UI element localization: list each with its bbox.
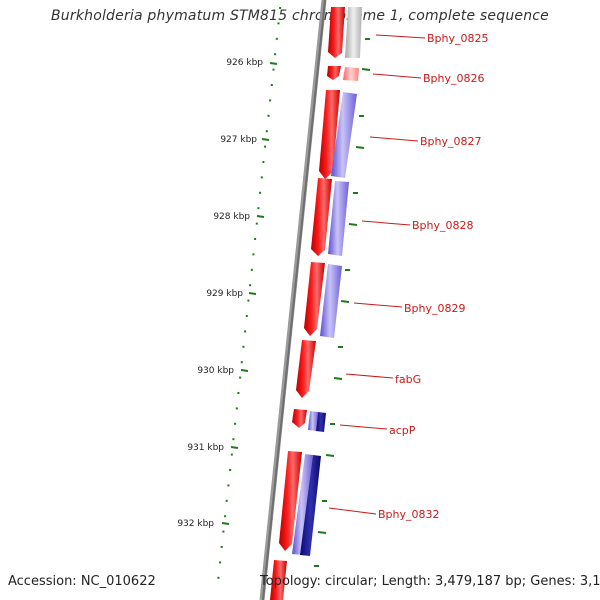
label-leader-lines [328,34,426,515]
gene-fabg[interactable] [296,340,316,398]
ruler-label-931: 931 kbp [187,443,224,453]
ruler-tick-932 [221,522,230,525]
ruler-label-932: 932 kbp [177,519,214,529]
ruler-dot [224,515,227,518]
ruler-dot [237,392,240,394]
ruler-dot [270,84,273,86]
gene-bphy-0832[interactable] [279,451,321,556]
ruler-dot [225,499,228,502]
ruler-dot [242,345,245,348]
ruler-label-929: 929 kbp [206,289,243,299]
ruler-dot [219,561,222,564]
ruler-dot [262,161,265,163]
accession-text: Accession: NC_010622 [8,574,156,589]
ruler-dot [240,361,243,364]
gene-bphy-0826[interactable] [327,66,359,81]
ruler-dot [274,53,277,56]
gene-label-fabg[interactable]: fabG [395,373,421,386]
outer-scale-ticks [314,38,371,567]
ruler-dot [275,37,278,40]
ruler-dot [220,546,223,548]
gene-track [270,7,362,600]
ruler-dot [217,576,220,579]
ruler-dot [244,330,247,333]
gene-bphy-0829[interactable] [304,262,342,338]
ruler-dot [265,130,268,133]
sequence-summary-text: Topology: circular; Length: 3,479,187 bp… [260,574,600,589]
ruler-dot [227,484,230,487]
ruler-dot [264,145,267,148]
ruler-tick-928 [256,215,265,218]
ruler-dot [267,114,270,117]
chromosome-backbone [259,0,327,600]
ruler-tick-930 [240,369,249,372]
ruler: 926 kbp 927 kbp 928 kbp 929 kbp 930 kbp … [177,58,278,529]
ruler-dotted-line [217,7,282,579]
gene-acpp[interactable] [292,409,326,432]
ruler-dot [222,530,225,533]
gene-label-bphy-0828[interactable]: Bphy_0828 [412,219,474,232]
gene-label-bphy-0827[interactable]: Bphy_0827 [420,135,482,148]
ruler-label-927: 927 kbp [220,135,257,145]
ruler-dot [252,253,255,256]
ruler-dot [232,438,235,441]
ruler-dot [260,176,263,179]
ruler-label-928: 928 kbp [213,212,250,222]
ruler-dot [279,7,282,9]
gene-labels: Bphy_0825 Bphy_0826 Bphy_0827 Bphy_0828 … [378,32,489,521]
ruler-dot [229,469,232,471]
gene-label-acpp[interactable]: acpP [389,424,416,437]
ruler-dot [269,99,272,102]
gene-partial-bottom[interactable] [270,560,287,600]
gene-label-bphy-0826[interactable]: Bphy_0826 [423,72,485,85]
ruler-dot [255,222,258,225]
gene-label-bphy-0825[interactable]: Bphy_0825 [427,32,489,45]
ruler-dot [234,422,237,425]
ruler-tick-926 [269,62,278,65]
gene-bphy-0827[interactable] [319,90,357,179]
ruler-dot [272,68,275,71]
ruler-tick-931 [230,446,239,449]
ruler-dot [259,191,262,194]
ruler-dot [257,207,260,210]
gene-label-bphy-0832[interactable]: Bphy_0832 [378,508,440,521]
ruler-dot [239,376,242,379]
ruler-tick-929 [248,292,257,295]
ruler-tick-927 [261,138,270,141]
ruler-dot [277,22,280,25]
ruler-dot [230,453,233,456]
ruler-dot [249,284,252,287]
gene-label-bphy-0829[interactable]: Bphy_0829 [404,302,466,315]
gene-bphy-0828[interactable] [311,178,349,256]
ruler-label-926: 926 kbp [226,58,263,68]
ruler-dot [254,238,257,240]
gene-bphy-0825[interactable] [328,7,362,58]
ruler-dot [247,299,250,302]
ruler-dot [250,268,253,271]
ruler-dot [235,407,238,410]
map-title: Burkholderia phymatum STM815 chromosome … [50,8,549,24]
ruler-dot [245,315,248,317]
ruler-label-930: 930 kbp [197,366,234,376]
